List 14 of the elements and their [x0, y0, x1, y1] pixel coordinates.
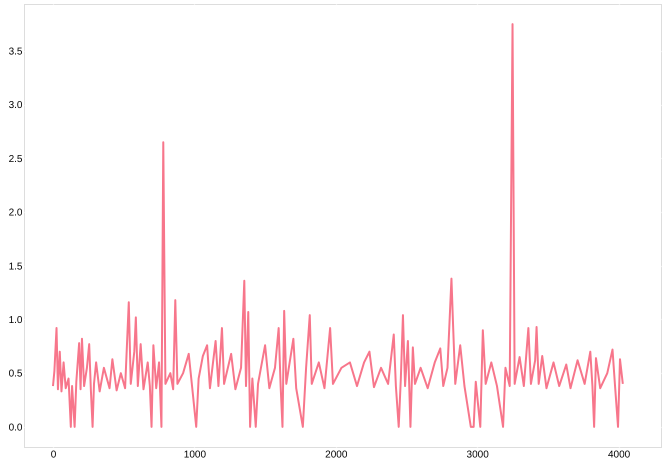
line-series [52, 23, 624, 428]
x-tick-label: 2000 [325, 450, 348, 460]
y-tick-label: 2.0 [8, 208, 23, 219]
y-tick-label: 1.5 [8, 261, 23, 272]
y-tick-label: 2.5 [8, 154, 23, 165]
x-tick-label: 0 [50, 450, 57, 460]
y-tick-label: 0.0 [8, 422, 23, 434]
x-tick-label: 1000 [184, 450, 206, 460]
y-tick-label: 1.0 [8, 314, 23, 326]
y-tick-label: 3.0 [8, 100, 23, 112]
y-tick-label: 0.5 [8, 368, 23, 380]
x-tick-label: 4000 [608, 450, 631, 460]
y-tick-label: 3.5 [8, 46, 23, 58]
x-tick-label: 3000 [466, 450, 490, 460]
